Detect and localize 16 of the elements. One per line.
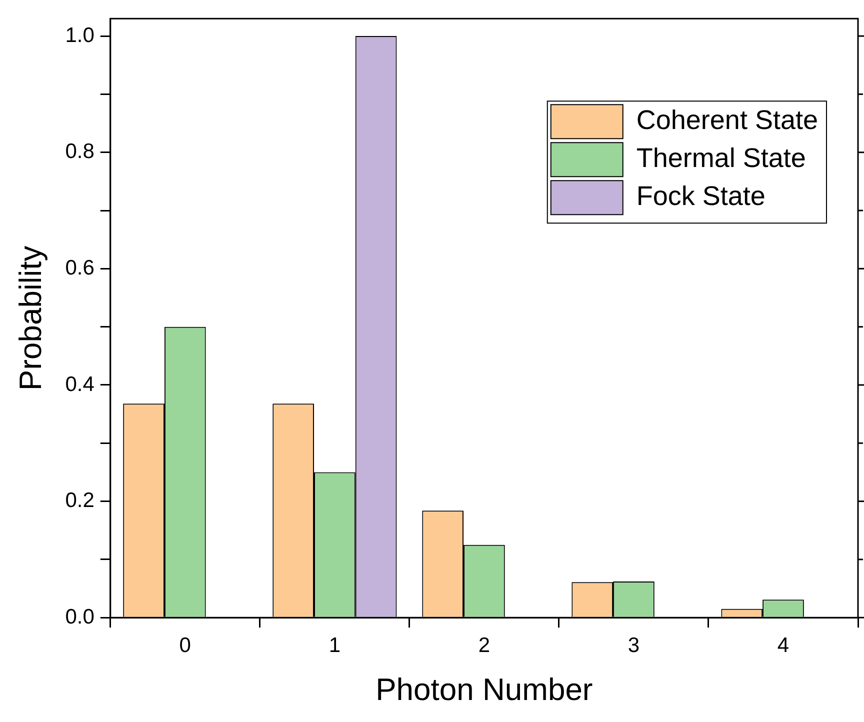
y-tick-label: 0.0 xyxy=(65,605,94,628)
y-tick-label: 0.4 xyxy=(65,372,95,396)
x-tick-label: 3 xyxy=(628,634,640,657)
y-tick-label: 0.6 xyxy=(65,256,94,280)
legend-label: Coherent State xyxy=(636,105,818,136)
y-tick-label: 0.2 xyxy=(65,489,94,512)
x-tick-label: 4 xyxy=(777,634,790,657)
x-tick-label: 2 xyxy=(478,634,490,657)
y-axis-title: Probability xyxy=(13,245,48,390)
x-tick-label: 0 xyxy=(179,634,191,657)
legend-label: Fock State xyxy=(636,181,766,212)
x-axis-title: Photon Number xyxy=(376,672,593,707)
legend-label: Thermal State xyxy=(636,143,806,174)
x-tick-label: 1 xyxy=(328,634,341,657)
y-tick-label: 0.8 xyxy=(65,140,94,164)
y-tick-label: 1.0 xyxy=(65,24,94,47)
